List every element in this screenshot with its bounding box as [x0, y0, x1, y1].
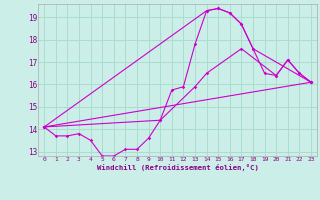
- X-axis label: Windchill (Refroidissement éolien,°C): Windchill (Refroidissement éolien,°C): [97, 164, 259, 171]
